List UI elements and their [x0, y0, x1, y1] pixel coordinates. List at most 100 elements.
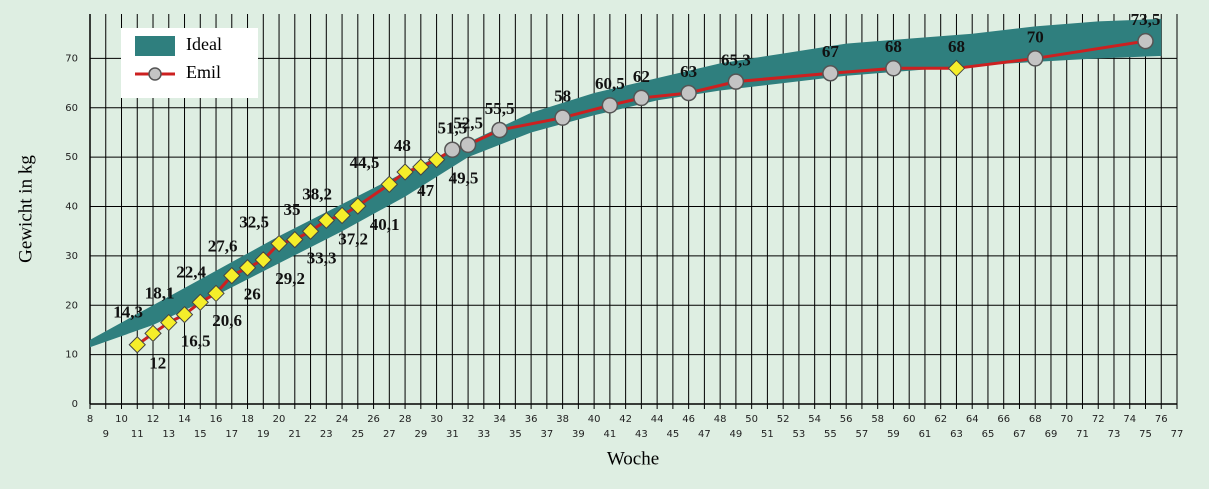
- y-tick-label: 60: [65, 103, 78, 114]
- point-marker: [947, 59, 966, 78]
- x-tick-label: 47: [698, 429, 711, 440]
- data-label: 32,5: [239, 212, 269, 231]
- legend-label: Emil: [186, 62, 221, 82]
- x-tick-label: 59: [887, 429, 900, 440]
- x-tick-label: 46: [682, 414, 695, 425]
- data-label: 29,2: [275, 269, 305, 288]
- data-label: 26: [244, 285, 261, 304]
- data-label: 62: [633, 67, 650, 86]
- data-label: 65,3: [721, 51, 751, 70]
- x-tick-label: 74: [1123, 414, 1136, 425]
- x-tick-label: 27: [383, 429, 396, 440]
- x-tick-label: 43: [635, 429, 648, 440]
- legend-label: Ideal: [186, 34, 222, 54]
- point-marker: [680, 84, 697, 102]
- point-marker: [349, 197, 367, 215]
- point-marker: [144, 324, 162, 343]
- x-tick-label: 37: [540, 429, 553, 440]
- x-tick-label: 60: [903, 414, 916, 425]
- x-tick-label: 32: [462, 414, 475, 425]
- legend: Ideal Emil: [121, 28, 258, 98]
- x-tick-label: 23: [320, 429, 333, 440]
- x-tick-label: 69: [1045, 429, 1058, 440]
- data-label: 52,5: [453, 114, 483, 133]
- point-marker: [412, 158, 430, 176]
- x-tick-label: 51: [761, 429, 774, 440]
- point-marker: [601, 97, 619, 114]
- x-tick-label: 62: [934, 414, 947, 425]
- x-tick-label: 22: [304, 414, 317, 425]
- point-marker: [301, 222, 320, 240]
- x-tick-label: 48: [714, 414, 727, 425]
- point-marker: [223, 266, 241, 285]
- data-label: 58: [554, 87, 571, 106]
- x-tick-label: 70: [1060, 414, 1073, 425]
- x-tick-label: 9: [103, 429, 109, 440]
- data-label: 63: [680, 62, 697, 81]
- data-label: 22,4: [176, 262, 206, 281]
- x-tick-label: 64: [966, 414, 979, 425]
- point-marker: [175, 305, 194, 324]
- x-tick-label: 61: [919, 429, 932, 440]
- x-tick-label: 28: [399, 414, 412, 425]
- x-tick-label: 58: [871, 414, 884, 425]
- point-marker: [1137, 32, 1154, 50]
- y-axis-label: Gewicht in kg: [15, 155, 36, 263]
- data-label: 47: [417, 181, 435, 200]
- x-tick-label: 17: [225, 429, 238, 440]
- point-marker: [1026, 50, 1044, 67]
- x-tick-label: 76: [1155, 414, 1168, 425]
- x-tick-label: 39: [572, 429, 585, 440]
- x-tick-label: 18: [241, 414, 254, 425]
- data-label: 20,6: [212, 311, 242, 330]
- x-tick-label: 72: [1092, 414, 1105, 425]
- data-label: 73,5: [1131, 10, 1161, 29]
- data-label: 38,2: [302, 184, 332, 203]
- x-tick-label: 55: [824, 429, 837, 440]
- point-marker: [191, 293, 209, 312]
- x-tick-label: 12: [147, 414, 160, 425]
- x-tick-label: 8: [87, 414, 93, 425]
- x-tick-label: 10: [115, 414, 128, 425]
- x-tick-label: 25: [351, 429, 364, 440]
- x-tick-label: 35: [509, 429, 522, 440]
- point-marker: [317, 211, 336, 230]
- x-tick-label: 31: [446, 429, 459, 440]
- y-tick-label: 10: [65, 350, 78, 361]
- y-tick-label: 50: [65, 152, 78, 163]
- data-label: 70: [1027, 27, 1044, 46]
- point-marker: [380, 175, 399, 194]
- data-label: 49,5: [449, 169, 479, 188]
- data-label: 35: [284, 200, 301, 219]
- data-label: 51,5: [437, 119, 467, 138]
- x-tick-label: 49: [730, 429, 743, 440]
- data-label: 48: [394, 136, 411, 155]
- x-tick-label: 67: [1013, 429, 1026, 440]
- data-label: 16,5: [181, 331, 211, 350]
- x-tick-label: 29: [414, 429, 427, 440]
- data-label: 68: [948, 37, 965, 56]
- y-tick-label: 70: [65, 53, 78, 64]
- x-tick-label: 75: [1139, 429, 1152, 440]
- x-tick-label: 54: [808, 414, 821, 425]
- point-marker: [885, 60, 902, 77]
- x-tick-label: 42: [619, 414, 632, 425]
- x-tick-label: 65: [982, 429, 995, 440]
- x-tick-label: 30: [430, 414, 443, 425]
- y-tick-label: 20: [65, 300, 78, 311]
- point-marker: [822, 64, 839, 82]
- data-label: 55,5: [485, 99, 515, 118]
- point-marker: [427, 150, 446, 169]
- x-tick-label: 56: [840, 414, 853, 425]
- point-marker: [270, 234, 288, 253]
- x-tick-label: 71: [1076, 429, 1089, 440]
- legend-swatch: [148, 67, 162, 81]
- x-tick-label: 53: [793, 429, 806, 440]
- x-tick-label: 20: [273, 414, 286, 425]
- data-label: 40,1: [370, 215, 400, 234]
- data-label: 37,2: [338, 229, 368, 248]
- x-tick-label: 68: [1029, 414, 1042, 425]
- data-label: 12: [149, 354, 166, 373]
- x-tick-label: 36: [525, 414, 538, 425]
